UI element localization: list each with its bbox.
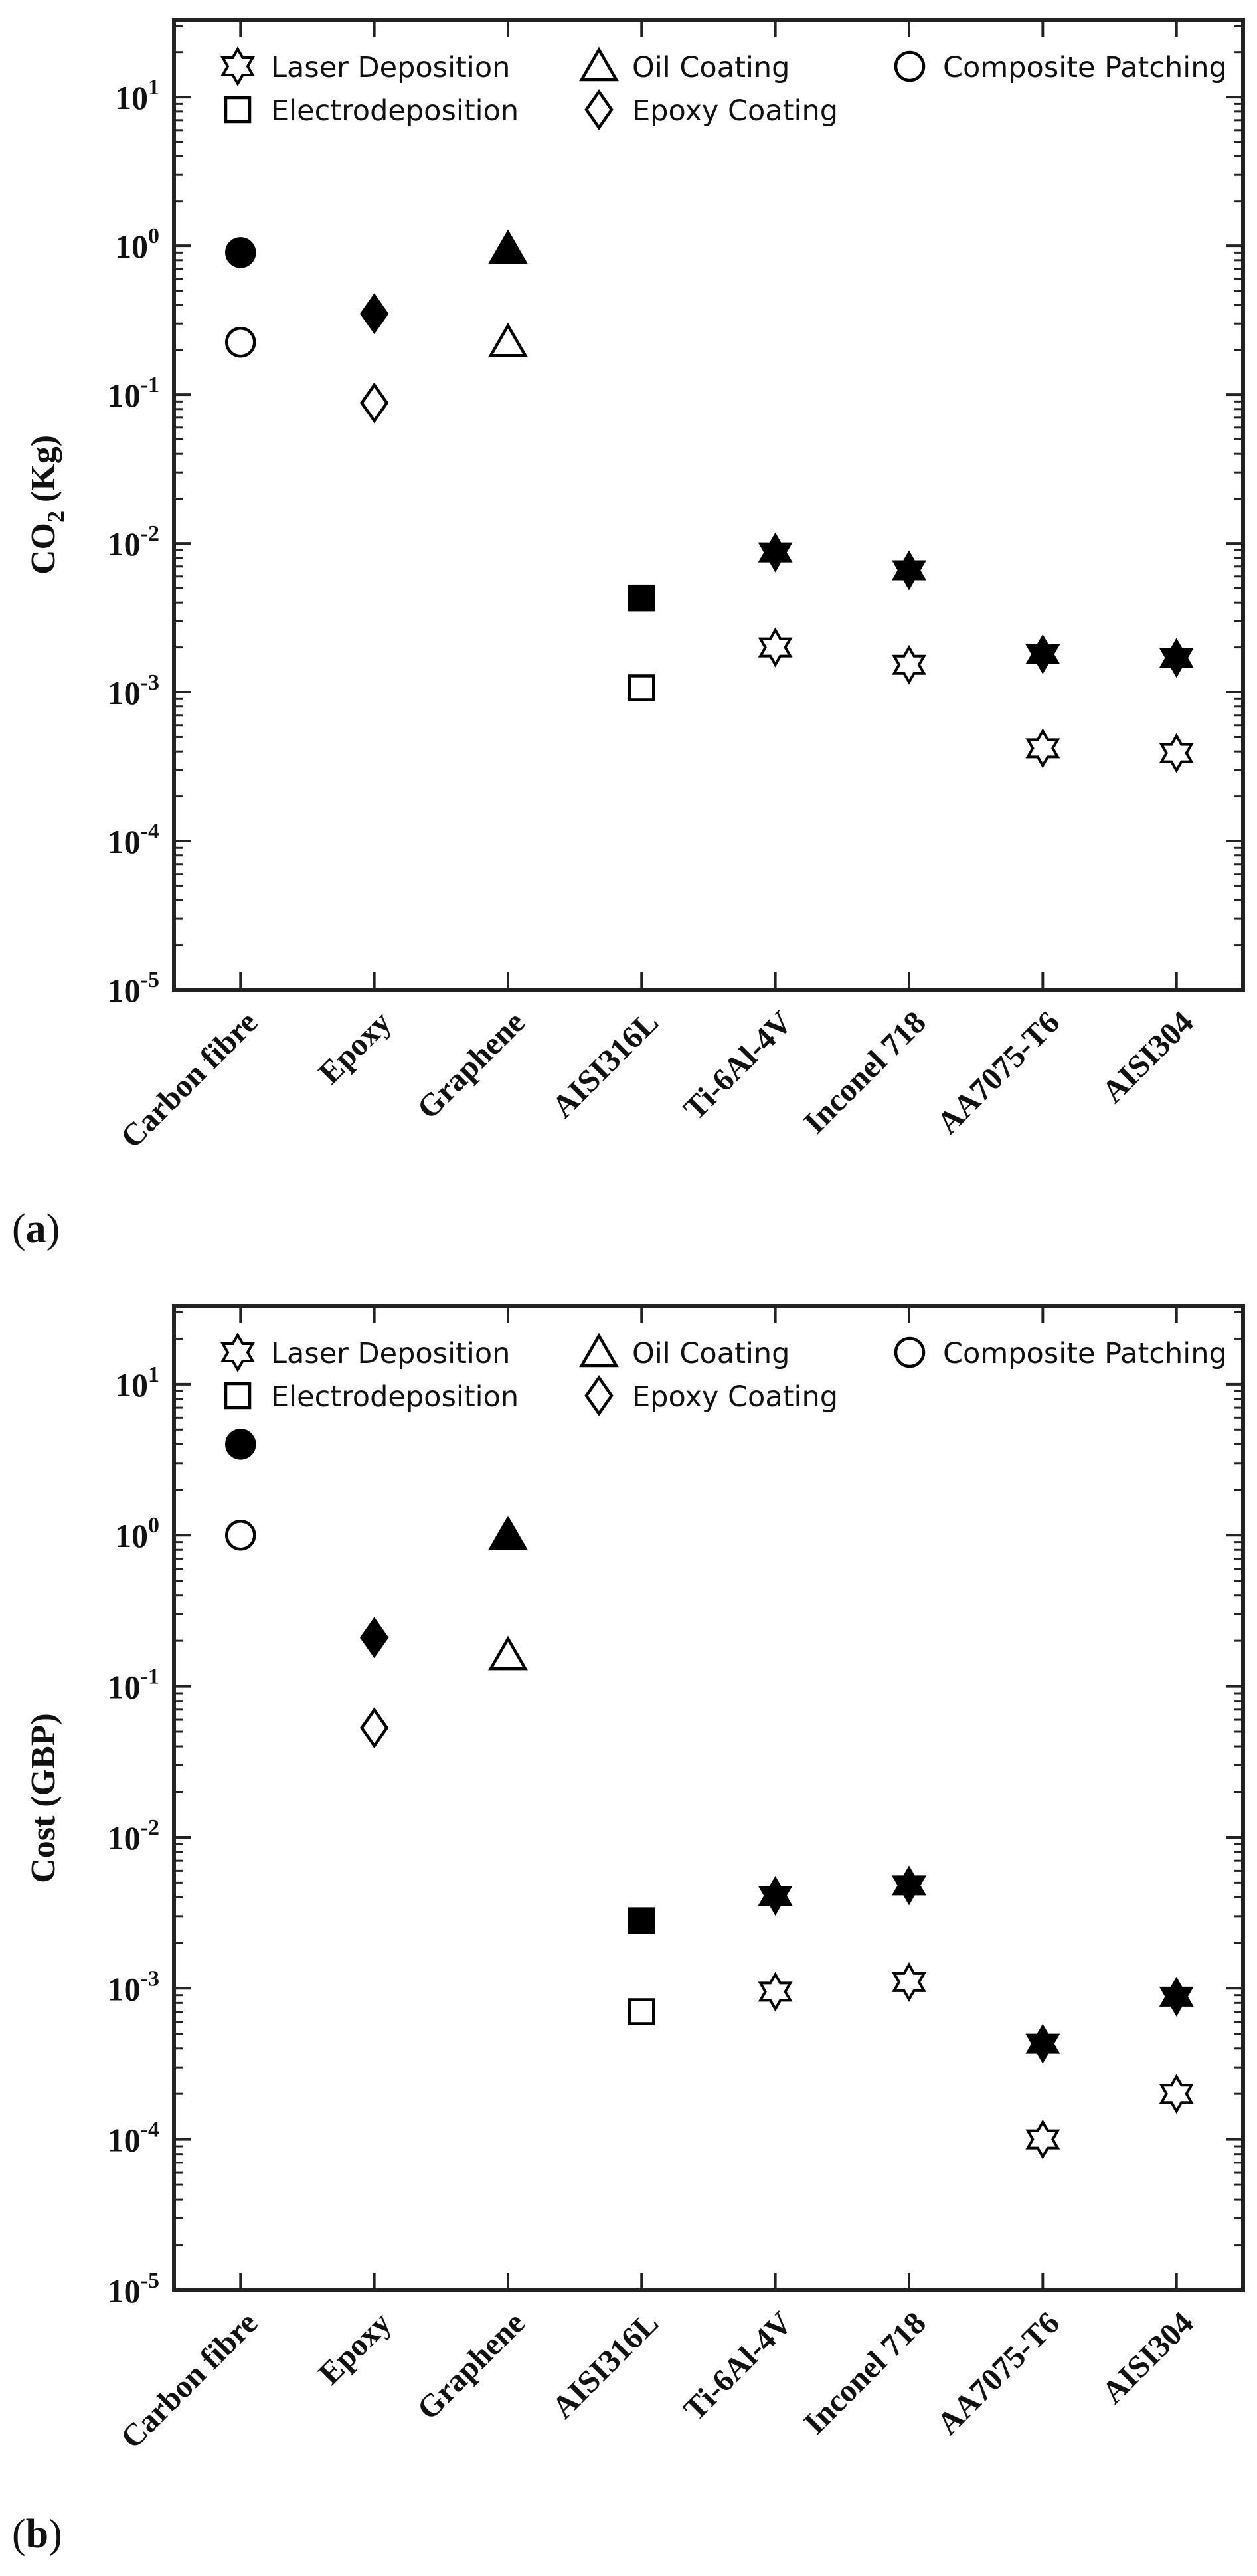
- square-icon: [224, 1382, 252, 1410]
- diamond-icon: [584, 1375, 614, 1416]
- data-point-hexagram-open: [758, 627, 793, 668]
- x-tick-label: Inconel 718: [797, 2305, 932, 2440]
- data-point-diamond-open: [359, 382, 389, 424]
- hexagram-icon: [220, 46, 255, 87]
- data-point-triangle-open: [488, 1635, 528, 1671]
- chart-panel-a: 10-5 10-4 10-3 10-2 10-1 100 101 Carbon fibre Ep…: [12, 18, 1245, 1251]
- y-tick-label: 10-2: [108, 1815, 159, 1857]
- plot-frame: [172, 18, 1245, 992]
- y-tick-label: 101: [115, 75, 159, 116]
- data-point-circle-open: [225, 1519, 256, 1551]
- y-tick-label: 10-4: [108, 819, 159, 860]
- x-tick-label: Ti-6Al-4V: [677, 1004, 799, 1127]
- data-point-hexagram-filled: [1025, 2023, 1060, 2064]
- y-tick-label: 100: [115, 224, 159, 265]
- plot-frame: [172, 1304, 1245, 2292]
- x-tick-label: AA7075-T6: [930, 2305, 1066, 2441]
- y-tick-label: 10-2: [108, 521, 159, 563]
- legend-label: Oil Coating: [632, 51, 790, 84]
- circle-icon: [894, 1336, 926, 1368]
- data-point-triangle-open: [488, 322, 528, 357]
- x-tick-label: Epoxy: [312, 2305, 398, 2391]
- y-axis-label: Cost (GBP): [25, 1713, 62, 1883]
- x-tick-label: Ti-6Al-4V: [677, 2305, 799, 2427]
- y-tick-label: 10-4: [108, 2118, 159, 2159]
- hexagram-icon: [220, 1332, 255, 1373]
- legend-label: Composite Patching: [943, 1337, 1227, 1370]
- y-tick-label: 10-5: [108, 2268, 159, 2310]
- triangle-icon: [579, 1333, 619, 1368]
- legend-label: Laser Deposition: [271, 1337, 510, 1370]
- chart-panel-b: 10-5 10-4 10-3 10-2 10-1 100 101 Carbon fibre Ep…: [12, 1304, 1245, 2557]
- data-point-circle-open: [225, 326, 256, 358]
- legend-label: Electrodeposition: [271, 94, 519, 128]
- data-point-diamond-open: [359, 1707, 389, 1749]
- y-tick-label: 10-1: [108, 373, 159, 414]
- legend-label: Oil Coating: [632, 1337, 790, 1370]
- data-point-circle-filled: [225, 237, 256, 268]
- y-tick-label: 101: [115, 1362, 159, 1404]
- data-point-hexagram-open: [892, 644, 926, 685]
- x-tick-label: Inconel 718: [797, 1004, 932, 1140]
- triangle-icon: [579, 46, 619, 82]
- x-tick-label: Carbon fibre: [114, 1004, 264, 1154]
- data-point-square-filled: [628, 584, 655, 612]
- panel-label: (a): [12, 1206, 60, 1251]
- data-point-hexagram-filled: [758, 1875, 793, 1916]
- x-tick-label: AISI316L: [545, 2305, 665, 2425]
- data-point-triangle-filled: [488, 1515, 528, 1550]
- legend-label: Epoxy Coating: [632, 94, 838, 128]
- data-point-hexagram-filled: [1025, 634, 1060, 674]
- y-tick-label: 10-5: [108, 968, 159, 1009]
- panel-label: (b): [12, 2512, 62, 2557]
- y-tick-label: 10-3: [108, 1966, 159, 2007]
- x-tick-label: AISI304: [1095, 2305, 1200, 2410]
- data-point-diamond-filled: [359, 293, 389, 335]
- data-point-diamond-filled: [359, 1617, 389, 1659]
- x-tick-label: Carbon fibre: [114, 2305, 264, 2455]
- data-point-hexagram-filled: [1159, 1976, 1194, 2017]
- data-point-hexagram-filled: [1159, 638, 1194, 678]
- legend-label: Composite Patching: [943, 51, 1227, 84]
- y-tick-label: 10-1: [108, 1665, 159, 1706]
- x-tick-label: Graphene: [410, 1004, 532, 1126]
- data-point-hexagram-open: [1025, 2119, 1060, 2160]
- data-point-square-open: [628, 674, 655, 701]
- data-point-hexagram-open: [1159, 2074, 1194, 2114]
- x-tick-label: AISI304: [1095, 1004, 1200, 1109]
- legend-label: Electrodeposition: [271, 1380, 519, 1414]
- legend-label: Laser Deposition: [271, 51, 510, 84]
- data-point-hexagram-filled: [892, 1865, 926, 1906]
- data-point-square-open: [628, 1998, 655, 2025]
- data-point-hexagram-open: [892, 1962, 926, 2002]
- y-axis-label: CO2 (Kg): [25, 435, 69, 575]
- diamond-icon: [584, 89, 614, 130]
- data-point-hexagram-filled: [892, 550, 926, 591]
- square-icon: [224, 96, 252, 124]
- data-point-circle-filled: [225, 1429, 256, 1460]
- circle-icon: [894, 50, 926, 82]
- x-tick-label: Graphene: [410, 2305, 532, 2427]
- data-point-hexagram-open: [758, 1972, 793, 2012]
- legend-label: Epoxy Coating: [632, 1380, 838, 1414]
- data-point-triangle-filled: [488, 229, 528, 264]
- y-tick-label: 10-3: [108, 670, 159, 711]
- data-point-hexagram-filled: [758, 532, 793, 573]
- data-point-hexagram-open: [1025, 728, 1060, 769]
- data-point-square-filled: [628, 1907, 655, 1934]
- data-point-hexagram-open: [1159, 733, 1194, 773]
- x-tick-label: AISI316L: [545, 1004, 665, 1125]
- x-tick-label: AA7075-T6: [930, 1004, 1066, 1141]
- y-tick-label: 100: [115, 1513, 159, 1554]
- x-tick-label: Epoxy: [312, 1004, 398, 1091]
